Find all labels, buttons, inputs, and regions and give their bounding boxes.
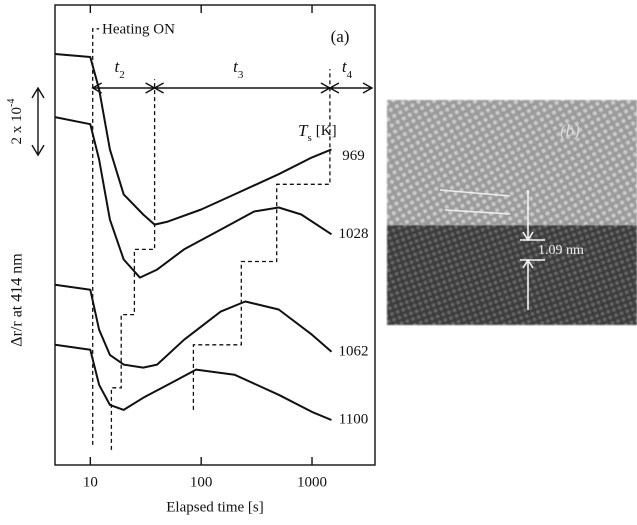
data-line: [55, 117, 332, 278]
panel-label: (b): [560, 121, 580, 140]
data-line: [55, 285, 332, 368]
y-axis-label: Δr/r at 414 nm: [9, 253, 26, 347]
interval-label-sub: 2: [119, 69, 125, 81]
spacing-label: 1.09 nm: [538, 243, 584, 258]
x-tick-label: 100: [190, 474, 213, 490]
interval-label: t4: [342, 57, 353, 81]
interval-label: t2: [115, 57, 125, 81]
scale-bar: [32, 88, 44, 155]
tem-image: (b) 1.09 nm: [387, 100, 637, 325]
chart-title: (a): [331, 27, 350, 46]
interval-arrow: [330, 83, 372, 93]
interval-arrow: [155, 83, 330, 93]
legend-title-sub: s: [307, 132, 311, 144]
scale-bar-label: 2 x 10-4: [6, 99, 25, 145]
lower-lattice: [387, 225, 637, 325]
data-line: [55, 54, 332, 225]
scale-bar-text: 2 x 10: [9, 107, 25, 145]
heating-label: Heating ON: [102, 21, 175, 37]
series-label: 1028: [339, 226, 369, 242]
figure: (b) 1.09 nm (a) Elapsed time [s] Δr/r at…: [0, 0, 637, 525]
legend-title-unit: [K]: [316, 123, 337, 139]
x-tick-label: 1000: [297, 474, 327, 490]
x-tick-label: 10: [83, 474, 98, 490]
series-label: 969: [342, 148, 365, 164]
step-line: [193, 69, 330, 410]
series-label: 1062: [339, 343, 369, 359]
x-axis-label: Elapsed time [s]: [166, 499, 263, 515]
upper-lattice: [387, 100, 637, 225]
series-label: 1100: [339, 411, 368, 427]
legend-title: Ts[K]: [298, 121, 337, 144]
interval-label: t3: [233, 57, 244, 81]
plot-frame: [55, 5, 375, 465]
scale-bar-exp: -4: [6, 99, 17, 107]
interval-label-sub: 4: [347, 69, 353, 81]
interval-arrow: [93, 83, 155, 93]
interval-label-sub: 3: [238, 69, 244, 81]
